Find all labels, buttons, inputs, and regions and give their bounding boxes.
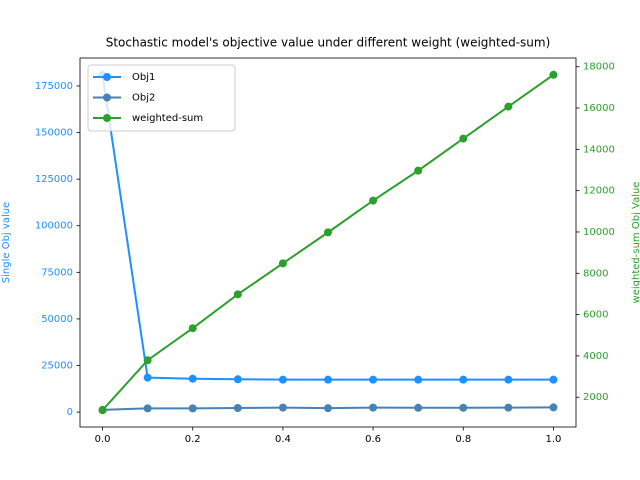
y-tick-label: 100000 xyxy=(35,221,73,232)
legend-marker xyxy=(103,73,111,81)
point xyxy=(143,404,152,413)
y2-tick-label: 4000 xyxy=(583,351,608,362)
legend-label: weighted-sum xyxy=(132,113,203,124)
point xyxy=(504,403,513,412)
y2-tick-label: 16000 xyxy=(583,103,615,114)
point xyxy=(324,404,332,413)
point xyxy=(278,375,287,384)
point xyxy=(233,403,242,412)
y2-tick-label: 2000 xyxy=(583,392,608,403)
point xyxy=(188,404,197,413)
y-tick-label: 0 xyxy=(67,407,73,418)
point xyxy=(459,375,468,384)
point xyxy=(324,228,332,237)
point xyxy=(504,102,513,111)
x-tick-label: 0.4 xyxy=(275,434,291,445)
point xyxy=(188,324,197,333)
y-tick-label: 50000 xyxy=(41,314,73,325)
y2-tick-label: 10000 xyxy=(583,227,615,238)
x-tick-label: 0.0 xyxy=(95,434,111,445)
legend: Obj1 Obj2 weighted-sum xyxy=(87,64,236,132)
y-tick-label: 150000 xyxy=(35,128,73,139)
y-tick-label: 125000 xyxy=(35,174,73,185)
x-tick-label: 1.0 xyxy=(546,434,562,445)
point xyxy=(504,375,513,384)
y-tick-label: 75000 xyxy=(41,267,73,278)
point xyxy=(549,403,558,412)
point xyxy=(188,374,197,383)
plot xyxy=(98,70,558,415)
point xyxy=(143,356,152,365)
legend-marker xyxy=(103,114,111,122)
point xyxy=(98,406,107,415)
point xyxy=(414,166,423,175)
point xyxy=(324,375,332,384)
point xyxy=(233,375,242,384)
point xyxy=(143,373,152,382)
point xyxy=(459,403,468,412)
y-tick-label: 25000 xyxy=(41,361,73,372)
y2-tick-label: 8000 xyxy=(583,268,608,279)
y2-tick-label: 6000 xyxy=(583,310,608,321)
plot-frame xyxy=(79,57,577,428)
y-tick-label: 175000 xyxy=(35,81,73,92)
y-axis-label: Single Obj value xyxy=(1,202,12,283)
point xyxy=(278,403,287,412)
x-tick-label: 0.8 xyxy=(455,434,471,445)
point xyxy=(549,70,558,79)
point xyxy=(414,403,423,412)
y2-axis-label: weighted-sum Obj Value xyxy=(631,182,640,304)
legend-label: Obj1 xyxy=(132,72,155,83)
point xyxy=(549,375,558,384)
point xyxy=(278,259,287,268)
point xyxy=(369,375,378,384)
legend-box xyxy=(87,64,236,132)
chart-title: Stochastic model's objective value under… xyxy=(106,36,551,50)
point xyxy=(233,290,242,299)
y2-tick-label: 12000 xyxy=(583,186,615,197)
point xyxy=(414,375,423,384)
point xyxy=(369,196,378,205)
point xyxy=(459,134,468,143)
x-tick-label: 0.2 xyxy=(185,434,201,445)
point xyxy=(369,403,378,412)
y2-tick-label: 14000 xyxy=(583,144,615,155)
y2-tick-label: 18000 xyxy=(583,62,615,73)
legend-marker xyxy=(103,93,111,102)
legend-label: Obj2 xyxy=(132,93,155,104)
x-tick-label: 0.6 xyxy=(365,434,381,445)
